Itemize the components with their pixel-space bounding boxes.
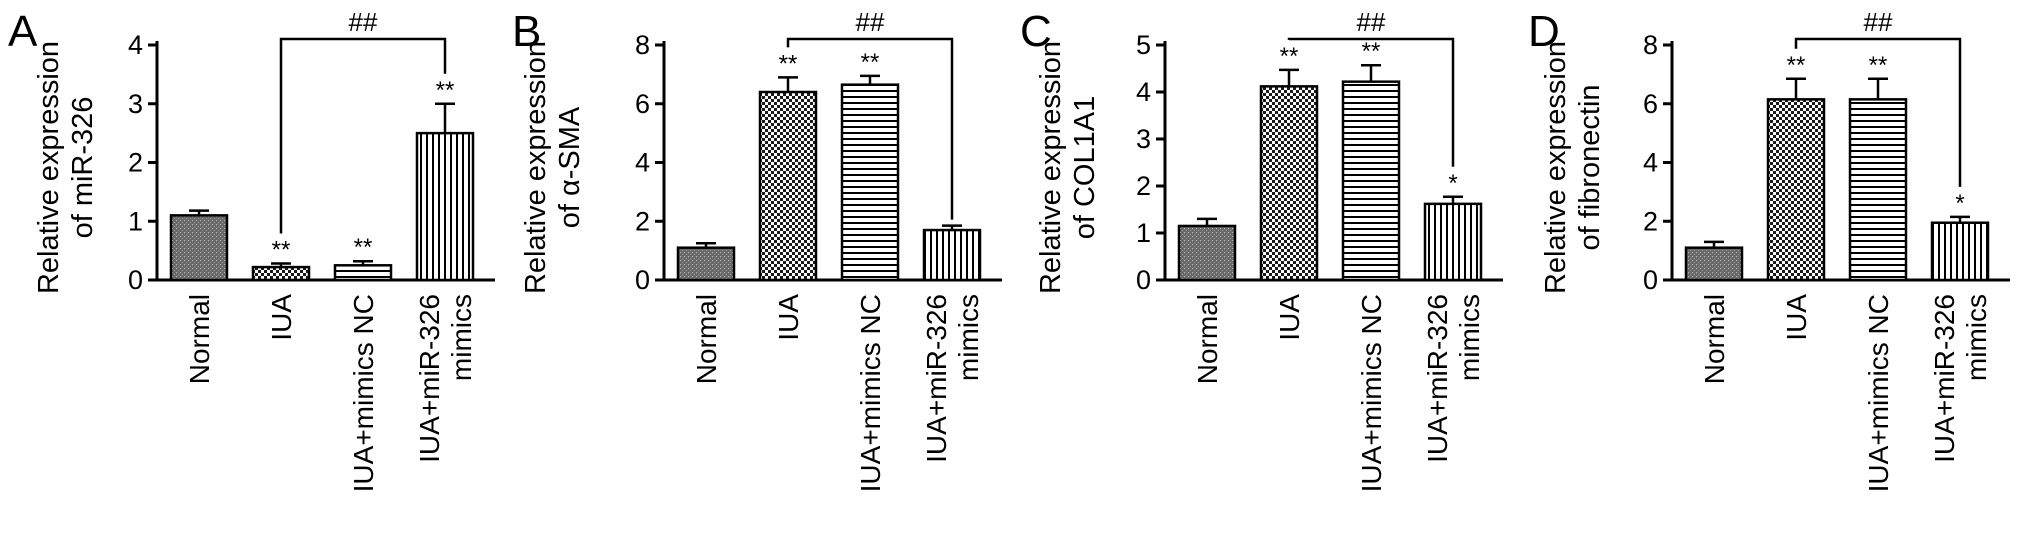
y-tick-label: 0 (128, 265, 143, 295)
category-label: IUA+miR-326 (414, 294, 445, 463)
significance-bracket (1794, 37, 1962, 187)
category-label: Normal (691, 294, 722, 384)
category-label: IUA+miR-326 (1929, 294, 1960, 463)
category-label: IUA+mimics NC (1863, 294, 1894, 492)
panel-d: D 0 2 4 6 8 Relative expression of fibronectin… (1528, 7, 2010, 492)
y-axis-label: of α-SMA (554, 106, 586, 228)
significance-stars: ** (779, 50, 798, 77)
category-label: IUA (1274, 294, 1305, 341)
bar (758, 90, 818, 282)
y-tick-label: 2 (1136, 171, 1151, 201)
bar (1177, 224, 1237, 282)
category-label: IUA+mimics NC (1356, 294, 1387, 492)
panel-letter-d: D (1528, 7, 1560, 56)
y-axis-label: Relative expression (520, 41, 552, 294)
panel-letter-a: A (8, 7, 38, 56)
y-tick-label: 8 (1643, 30, 1658, 60)
category-label: mimics (953, 294, 984, 381)
bar (333, 264, 393, 282)
category-label: mimics (1961, 294, 1992, 381)
bracket-label: ## (349, 7, 378, 37)
y-tick-label: 0 (1136, 265, 1151, 295)
y-tick-label: 2 (128, 148, 143, 178)
y-tick-label: 2 (635, 206, 650, 236)
bar (1766, 98, 1826, 282)
panel-b-plot: 0 2 4 6 8 Relative expression of α-SMA ** ** ## No… (520, 7, 1002, 492)
bar (1259, 85, 1319, 282)
significance-stars: ** (436, 77, 455, 104)
y-tick-label: 1 (1136, 218, 1151, 248)
category-label: IUA (773, 294, 804, 341)
significance-stars: ** (861, 49, 880, 76)
y-axis-label: of COL1A1 (1069, 96, 1101, 239)
panel-b: B 0 2 4 6 8 Relative expression of α-SMA ** ** ##… (512, 7, 1002, 492)
bracket-label: ## (856, 7, 885, 37)
bracket-label: ## (1864, 7, 1893, 37)
significance-stars: ** (1869, 52, 1888, 79)
significance-stars: ** (1280, 43, 1299, 70)
y-tick-label: 4 (1136, 77, 1151, 107)
category-label: IUA (266, 294, 297, 341)
y-axis-label: Relative expression (1540, 41, 1572, 294)
bar (169, 214, 229, 282)
panel-a-plot: 0 1 2 3 4 Relative expression of miR-326 ** ** **… (33, 7, 495, 492)
y-tick-label: 1 (128, 206, 143, 236)
category-label: Normal (1699, 294, 1730, 384)
category-label: mimics (446, 294, 477, 381)
bar (1848, 98, 1908, 282)
y-axis-label: Relative expression (33, 41, 65, 294)
significance-stars: ** (1362, 38, 1381, 65)
significance-bracket (279, 37, 447, 234)
y-axis-label: Relative expression (1035, 41, 1067, 294)
y-tick-label: 6 (1643, 89, 1658, 119)
y-tick-label: 0 (1643, 265, 1658, 295)
bar (676, 246, 736, 282)
y-tick-label: 8 (635, 30, 650, 60)
significance-stars: ** (1787, 52, 1806, 79)
category-label: Normal (184, 294, 215, 384)
category-label: IUA+mimics NC (855, 294, 886, 492)
panel-letter-b: B (512, 7, 541, 56)
significance-bracket (786, 37, 954, 220)
significance-stars: * (1448, 170, 1457, 197)
significance-bracket (1287, 37, 1455, 167)
y-tick-label: 0 (635, 265, 650, 295)
y-tick-label: 2 (1643, 206, 1658, 236)
y-tick-label: 4 (1643, 148, 1658, 178)
category-label: mimics (1454, 294, 1485, 381)
bar (1930, 221, 1990, 282)
bar (1423, 202, 1483, 282)
y-tick-label: 4 (635, 148, 650, 178)
bar (1684, 246, 1744, 282)
panel-letter-c: C (1020, 7, 1052, 56)
category-label: IUA+mimics NC (348, 294, 379, 492)
bar (922, 228, 982, 282)
panel-a: A 0 1 2 3 4 Relative expression of miR-326 ** **… (8, 7, 495, 492)
significance-stars: ** (272, 237, 291, 264)
bracket-label: ## (1357, 7, 1386, 37)
significance-stars: ** (354, 234, 373, 261)
category-label: IUA+miR-326 (1422, 294, 1453, 463)
y-tick-label: 5 (1136, 30, 1151, 60)
bar (251, 265, 311, 282)
y-tick-label: 3 (128, 89, 143, 119)
y-tick-label: 3 (1136, 124, 1151, 154)
category-label: Normal (1192, 294, 1223, 384)
bar (840, 83, 900, 282)
y-axis-label: of fibronectin (1574, 84, 1606, 250)
category-label: IUA (1781, 294, 1812, 341)
significance-stars: * (1955, 190, 1964, 217)
y-axis-label: of miR-326 (67, 97, 99, 239)
y-tick-label: 6 (635, 89, 650, 119)
bar (415, 131, 475, 282)
bar (1341, 80, 1401, 282)
category-label: IUA+miR-326 (921, 294, 952, 463)
y-tick-label: 4 (128, 30, 143, 60)
